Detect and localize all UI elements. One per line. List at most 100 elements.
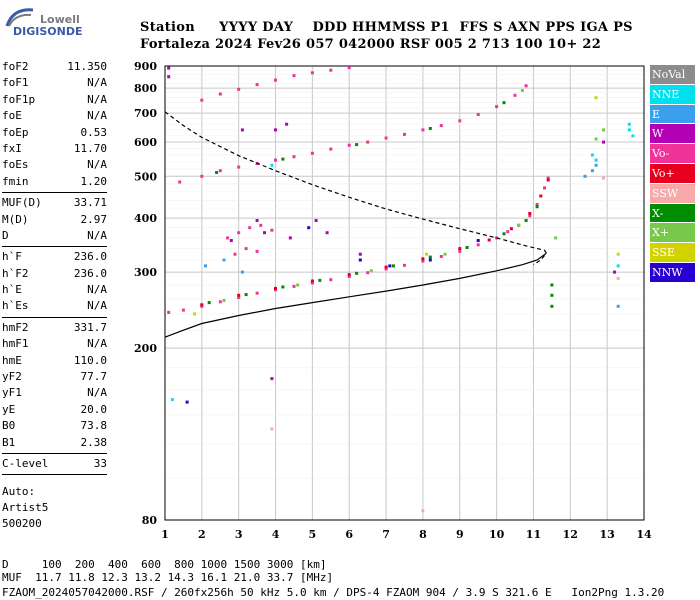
echo-point [403, 132, 406, 136]
param-key: hmF2 [2, 320, 29, 334]
param-row: h`E N/A [2, 282, 107, 298]
echo-point [274, 286, 277, 290]
footer-muf: MUF 11.7 11.8 12.3 13.2 14.3 16.1 21.0 3… [2, 571, 334, 584]
echo-point [270, 377, 274, 381]
param-key: M(D) [2, 212, 29, 226]
param-row: yE 20.0 [2, 402, 107, 418]
echo-point [274, 78, 277, 82]
param-key: D [2, 228, 9, 242]
echo-point [310, 281, 314, 285]
echo-point [391, 264, 395, 268]
param-row: hmE 110.0 [2, 353, 107, 369]
echo-point [167, 310, 171, 314]
echo-point [550, 283, 554, 287]
echo-point [594, 137, 598, 141]
echo-point [616, 276, 620, 280]
param-divider [2, 452, 107, 454]
echo-point [594, 96, 598, 100]
param-value: 0.53 [80, 125, 108, 139]
echo-point [240, 270, 244, 274]
header-values: Fortaleza 2024 Fev26 057 042000 RSF 005 … [140, 37, 602, 52]
echo-point [403, 263, 406, 267]
param-value: 77.7 [80, 370, 108, 384]
param-row: yF1 N/A [2, 385, 107, 401]
echo-point [314, 219, 318, 222]
param-row-clevel: C-level 33 [2, 456, 107, 472]
param-value: 1.20 [80, 174, 108, 188]
echo-point [627, 122, 631, 126]
echo-point [229, 239, 233, 242]
param-row: foF1p N/A [2, 92, 107, 108]
param-row: B0 73.8 [2, 418, 107, 434]
plot-frame [164, 65, 645, 521]
echo-point [546, 178, 550, 182]
echo-point [631, 134, 635, 138]
auto-line: Auto: [2, 485, 36, 498]
echo-point [539, 194, 543, 198]
echo-point [517, 223, 521, 227]
logo-line2: DIGISONDE [13, 25, 83, 38]
param-key: yF2 [2, 370, 22, 384]
echo-point [218, 169, 222, 173]
echo-point [535, 203, 539, 206]
echo-point [388, 264, 392, 268]
echo-point [259, 223, 263, 227]
echo-point [222, 258, 226, 262]
echo-point [274, 128, 277, 132]
echo-point [181, 308, 185, 312]
echo-point [524, 219, 528, 222]
legend-item: Vo+ [650, 163, 695, 184]
x-tick-label: 9 [456, 528, 464, 541]
y-tick-label: 400 [134, 212, 157, 225]
param-key: h`F2 [2, 266, 29, 280]
x-tick-label: 1 [161, 528, 169, 541]
echo-point [425, 252, 429, 256]
echo-point [233, 252, 237, 256]
echo-point [543, 186, 546, 190]
param-value: N/A [87, 386, 107, 400]
param-value: N/A [87, 92, 107, 106]
header-labels: Station YYYY DAY DDD HHMMSS P1 FFS S AXN… [140, 20, 633, 35]
param-key: foF2 [2, 60, 29, 73]
echo-point [366, 271, 370, 275]
echo-point [244, 247, 248, 251]
echo-point [458, 249, 462, 253]
echo-point [487, 238, 491, 242]
echo-point [310, 279, 314, 283]
param-value: N/A [87, 337, 107, 351]
param-row: hmF1 N/A [2, 336, 107, 352]
legend-item: SSW [650, 183, 695, 204]
echo-point [583, 174, 587, 178]
legend-item: E [650, 104, 695, 125]
param-value: N/A [87, 158, 107, 172]
param-key: hmE [2, 353, 22, 367]
legend-item: X- [650, 203, 695, 224]
param-row: D N/A [2, 228, 107, 244]
echo-point [528, 212, 532, 215]
param-divider [2, 192, 107, 194]
legend-item: NNE [650, 84, 695, 105]
param-divider [2, 246, 107, 248]
x-tick-label: 12 [563, 528, 578, 541]
legend-item: NoVal [650, 65, 695, 85]
param-key: hmF1 [2, 337, 29, 351]
echo-point [550, 304, 554, 308]
echo-point [329, 147, 333, 151]
echo-point [355, 143, 359, 147]
echo-point [218, 92, 222, 96]
legend-item: SSE [650, 243, 695, 263]
y-tick-label: 300 [134, 266, 157, 279]
echo-point [237, 296, 241, 299]
scaled-parameters-panel: foF2 11.350 foF1 N/A foF1p N/A foE N/A foEp 0.53 f… [2, 59, 107, 477]
echo-point [248, 226, 252, 230]
param-key: B1 [2, 435, 16, 449]
x-tick-label: 11 [526, 528, 541, 541]
echo-point [263, 231, 266, 235]
echo-point [255, 249, 259, 253]
legend-item: X+ [650, 223, 695, 244]
y-tick-label: 600 [134, 136, 157, 149]
echo-point [502, 232, 506, 236]
echo-point [170, 398, 174, 402]
echo-point [218, 300, 222, 304]
param-row: fmin 1.20 [2, 174, 107, 190]
